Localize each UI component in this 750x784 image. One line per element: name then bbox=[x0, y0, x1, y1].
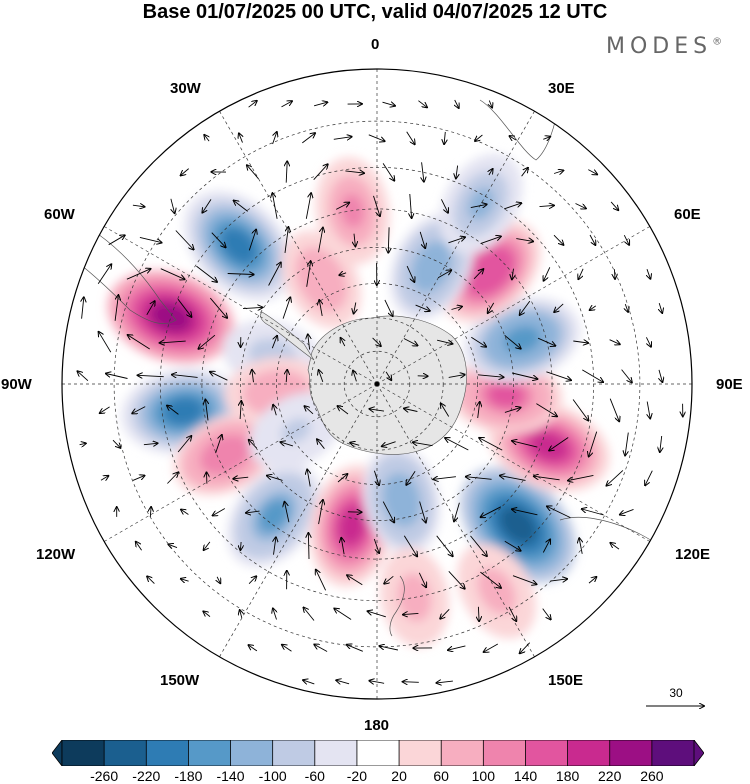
lon-label-0: 0 bbox=[371, 36, 379, 53]
colorbar-tick-label: 20 bbox=[391, 768, 407, 784]
colorbar-low-arrow bbox=[52, 740, 62, 766]
lon-label-150e: 150E bbox=[548, 672, 583, 689]
colorbar-swatch bbox=[399, 740, 442, 766]
colorbar-swatch bbox=[525, 740, 568, 766]
lon-label-30e: 30E bbox=[548, 80, 575, 97]
lon-label-60w: 60W bbox=[44, 206, 75, 223]
lon-label-60e: 60E bbox=[674, 206, 701, 223]
colorbar-tick-label: -20 bbox=[347, 768, 367, 784]
pole-marker bbox=[375, 382, 380, 387]
colorbar-tick-label: -220 bbox=[132, 768, 160, 784]
colorbar-tick-label: -140 bbox=[216, 768, 244, 784]
colorbar-swatch bbox=[441, 740, 484, 766]
lon-label-90e: 90E bbox=[716, 376, 743, 393]
colorbar-swatch bbox=[315, 740, 358, 766]
lon-label-180: 180 bbox=[364, 717, 389, 734]
colorbar-tick-label: 100 bbox=[472, 768, 495, 784]
colorbar-swatch bbox=[273, 740, 316, 766]
wind-vector bbox=[403, 682, 419, 683]
colorbar-tick-label: 180 bbox=[556, 768, 579, 784]
reference-vector-label: 30 bbox=[646, 686, 706, 700]
lon-label-90w: 90W bbox=[1, 376, 32, 393]
lon-label-30w: 30W bbox=[170, 80, 201, 97]
colorbar-tick-label: -180 bbox=[174, 768, 202, 784]
colorbar-tick-label: 60 bbox=[433, 768, 449, 784]
colorbar-swatch bbox=[62, 740, 105, 766]
wind-vector bbox=[308, 533, 309, 559]
colorbar-swatch bbox=[104, 740, 147, 766]
colorbar-swatch bbox=[231, 740, 274, 766]
lon-label-120w: 120W bbox=[36, 546, 75, 563]
polar-map bbox=[0, 0, 750, 740]
colorbar-tick-label: -260 bbox=[90, 768, 118, 784]
antarctica-landmass bbox=[308, 316, 467, 454]
colorbar-tick-label: 220 bbox=[598, 768, 621, 784]
colorbar-tick-label: -100 bbox=[259, 768, 287, 784]
colorbar-tick-label: 260 bbox=[640, 768, 663, 784]
colorbar bbox=[52, 740, 704, 766]
colorbar-swatch bbox=[357, 740, 400, 766]
colorbar-swatch bbox=[146, 740, 189, 766]
colorbar-swatch bbox=[568, 740, 611, 766]
wind-vector bbox=[614, 269, 615, 279]
lon-label-120e: 120E bbox=[675, 546, 710, 563]
colorbar-tick-label: 140 bbox=[514, 768, 537, 784]
colorbar-swatch bbox=[188, 740, 231, 766]
colorbar-swatch bbox=[483, 740, 526, 766]
colorbar-swatch bbox=[652, 740, 695, 766]
colorbar-tick-label: -60 bbox=[305, 768, 325, 784]
colorbar-high-arrow bbox=[694, 740, 704, 766]
lon-label-150w: 150W bbox=[160, 672, 199, 689]
colorbar-swatch bbox=[610, 740, 653, 766]
